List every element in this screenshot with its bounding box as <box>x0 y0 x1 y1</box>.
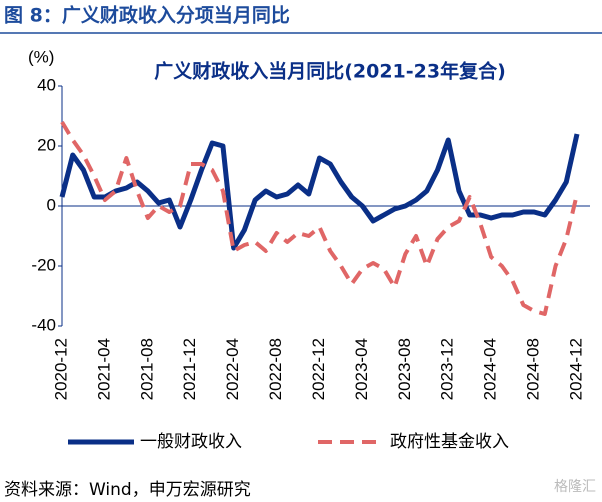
x-tick-label: 2021-08 <box>137 338 156 400</box>
x-tick-label: 2020-12 <box>51 338 70 400</box>
x-tick-label: 2024-12 <box>566 338 585 400</box>
y-tick-label: 0 <box>47 195 56 214</box>
series-line <box>59 133 580 251</box>
x-tick-label: 2023-12 <box>438 338 457 400</box>
x-tick-label: 2021-12 <box>180 338 199 400</box>
watermark: 格隆汇 <box>554 479 596 495</box>
y-tick-label: -40 <box>31 315 56 334</box>
x-tick-label: 2022-04 <box>223 338 242 400</box>
x-tick-label: 2023-08 <box>395 338 414 400</box>
x-tick-label: 2022-08 <box>266 338 285 400</box>
y-tick-label: 20 <box>37 135 56 154</box>
legend-label: 一般财政收入 <box>140 432 242 452</box>
y-tick-label: -20 <box>31 255 56 274</box>
y-axis-label: (%) <box>28 47 54 66</box>
x-tick-label: 2022-12 <box>309 338 328 400</box>
x-tick-label: 2024-04 <box>481 338 500 400</box>
chart-title: 广义财政收入当月同比(2021-23年复合) <box>154 60 506 83</box>
y-tick-label: 40 <box>37 75 56 94</box>
legend-label: 政府性基金收入 <box>390 432 509 452</box>
figure-title: 图 8：广义财政收入分项当月同比 <box>4 4 290 27</box>
source: 资料来源：Wind，申万宏源研究 <box>4 480 251 500</box>
x-tick-label: 2024-08 <box>524 338 543 400</box>
x-tick-label: 2023-04 <box>352 338 371 400</box>
series-line <box>60 120 579 316</box>
x-tick-label: 2021-04 <box>94 338 113 400</box>
